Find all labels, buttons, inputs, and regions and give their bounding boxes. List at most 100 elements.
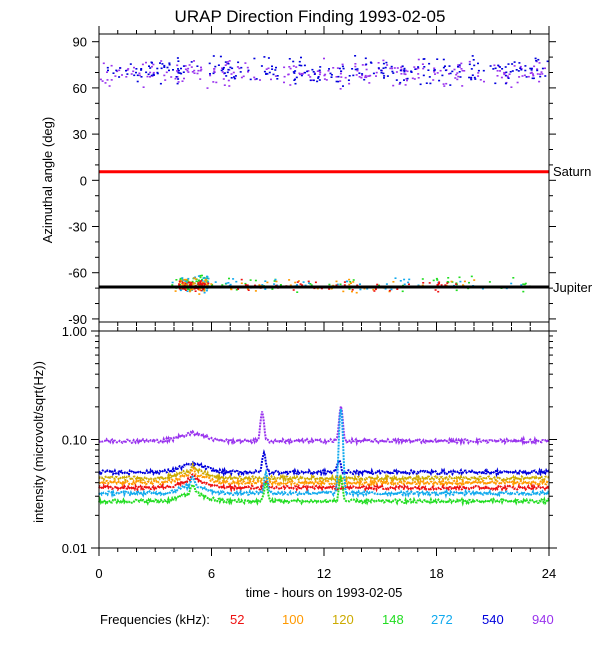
azimuth-point-272 (399, 280, 402, 282)
azimuth-point-52 (299, 283, 302, 285)
azimuth-point-272 (345, 280, 348, 283)
azimuth-point-540 (497, 64, 500, 67)
azimuth-point-540 (532, 77, 535, 80)
azimuth-point-100 (363, 287, 366, 290)
azimuth-point-540 (268, 71, 271, 74)
azimuth-point-540 (436, 58, 439, 60)
azimuth-point-52 (434, 289, 437, 291)
azimuth-point-540 (240, 66, 243, 69)
azimuth-point-940 (479, 79, 482, 81)
azimuth-point-940 (283, 81, 285, 84)
azimuth-point-52 (204, 283, 206, 285)
azimuth-point-540 (401, 65, 404, 67)
azimuth-point-100 (351, 290, 353, 293)
azimuth-point-940 (365, 68, 368, 71)
azimuth-point-940 (283, 66, 286, 69)
azimuth-point-540 (311, 68, 314, 71)
azimuth-point-540 (507, 63, 510, 65)
intensity-line-940 (98, 405, 550, 447)
azimuth-point-940 (389, 67, 392, 70)
frequency-120: 120 (332, 612, 354, 627)
azimuth-point-540 (150, 74, 153, 77)
azimuth-point-100 (473, 279, 476, 281)
azimuth-point-940 (344, 76, 347, 79)
azimuth-point-540 (425, 82, 428, 84)
azimuth-point-940 (242, 75, 245, 78)
azimuth-point-52 (189, 282, 192, 285)
azimuth-point-100 (185, 283, 188, 286)
intensity-series (98, 405, 550, 507)
azimuth-point-148 (187, 280, 190, 283)
azimuth-point-148 (221, 284, 224, 286)
azimuth-point-540 (133, 74, 136, 77)
azimuth-point-540 (160, 67, 163, 70)
azimuth-point-540 (156, 67, 159, 70)
azimuth-point-540 (177, 68, 179, 70)
azimuth-point-52 (388, 289, 391, 292)
intensity-panel: 1.00 0.10 0.01 0 6 12 18 24 intensity (microvol… (31, 323, 557, 600)
azimuth-point-940 (436, 72, 439, 74)
azimuth-point-540 (106, 66, 109, 69)
azimuth-point-100 (289, 284, 292, 286)
azimuth-point-940 (206, 87, 209, 89)
azimuth-point-540 (190, 61, 193, 63)
azimuth-point-540 (274, 69, 277, 71)
azimuth-point-940 (375, 75, 377, 77)
azimuth-point-940 (520, 68, 523, 70)
azimuth-point-540 (390, 65, 393, 68)
azimuth-point-540 (275, 66, 277, 69)
azimuth-point-940 (230, 73, 233, 75)
azimuth-point-540 (318, 69, 321, 72)
azimuth-point-940 (404, 69, 407, 72)
azimuth-point-940 (101, 80, 104, 82)
azimuth-point-540 (303, 64, 306, 67)
azimuth-point-540 (168, 62, 171, 64)
azimuth-point-540 (271, 68, 274, 70)
azimuth-point-540 (356, 68, 359, 70)
azimuth-point-540 (536, 69, 539, 72)
azimuth-point-540 (468, 76, 471, 79)
azimuth-point-100 (348, 278, 351, 281)
azimuth-point-940 (177, 81, 180, 83)
azimuth-point-540 (140, 76, 143, 78)
azimuth-point-940 (456, 78, 459, 81)
azimuth-point-940 (415, 68, 418, 70)
azimuth-point-940 (298, 72, 301, 75)
azimuth-point-540 (525, 76, 528, 78)
azimuth-point-540 (180, 67, 182, 70)
azimuth-point-540 (511, 63, 514, 65)
azimuth-point-940 (323, 78, 326, 80)
azimuth-point-940 (432, 79, 435, 81)
azimuth-point-100 (463, 280, 466, 283)
azimuth-point-52 (187, 281, 190, 284)
azimuth-point-540 (222, 66, 225, 69)
azimuth-point-940 (170, 76, 173, 78)
azimuth-point-940 (378, 68, 380, 70)
azimuth-point-540 (433, 69, 436, 71)
azimuth-point-540 (382, 62, 385, 65)
azimuth-point-540 (115, 69, 118, 72)
azimuth-point-940 (222, 78, 225, 80)
azimuth-point-540 (196, 65, 199, 67)
azimuth-point-540 (298, 60, 301, 63)
azimuth-point-52 (444, 284, 447, 286)
azimuth-point-940 (228, 60, 231, 62)
azimuth-point-272 (235, 280, 238, 283)
azimuth-point-940 (354, 65, 357, 68)
azimuth-point-148 (524, 282, 527, 285)
azimuth-point-540 (519, 67, 522, 69)
azimuth-point-940 (289, 67, 292, 70)
azimuth-point-100 (445, 284, 448, 287)
azimuth-point-940 (116, 70, 119, 73)
azimuth-point-100 (205, 281, 208, 283)
azimuth-point-940 (165, 71, 168, 74)
azimuth-point-540 (288, 58, 291, 60)
azimuth-point-540 (209, 73, 211, 75)
azimuth-point-940 (400, 68, 403, 71)
azimuth-point-940 (396, 67, 399, 69)
azimuth-y-tick-label: -60 (68, 266, 87, 281)
azimuth-point-540 (340, 70, 343, 72)
azimuth-y-tick-label: -30 (68, 220, 87, 235)
azimuth-point-540 (233, 76, 235, 78)
azimuth-point-540 (295, 76, 298, 79)
